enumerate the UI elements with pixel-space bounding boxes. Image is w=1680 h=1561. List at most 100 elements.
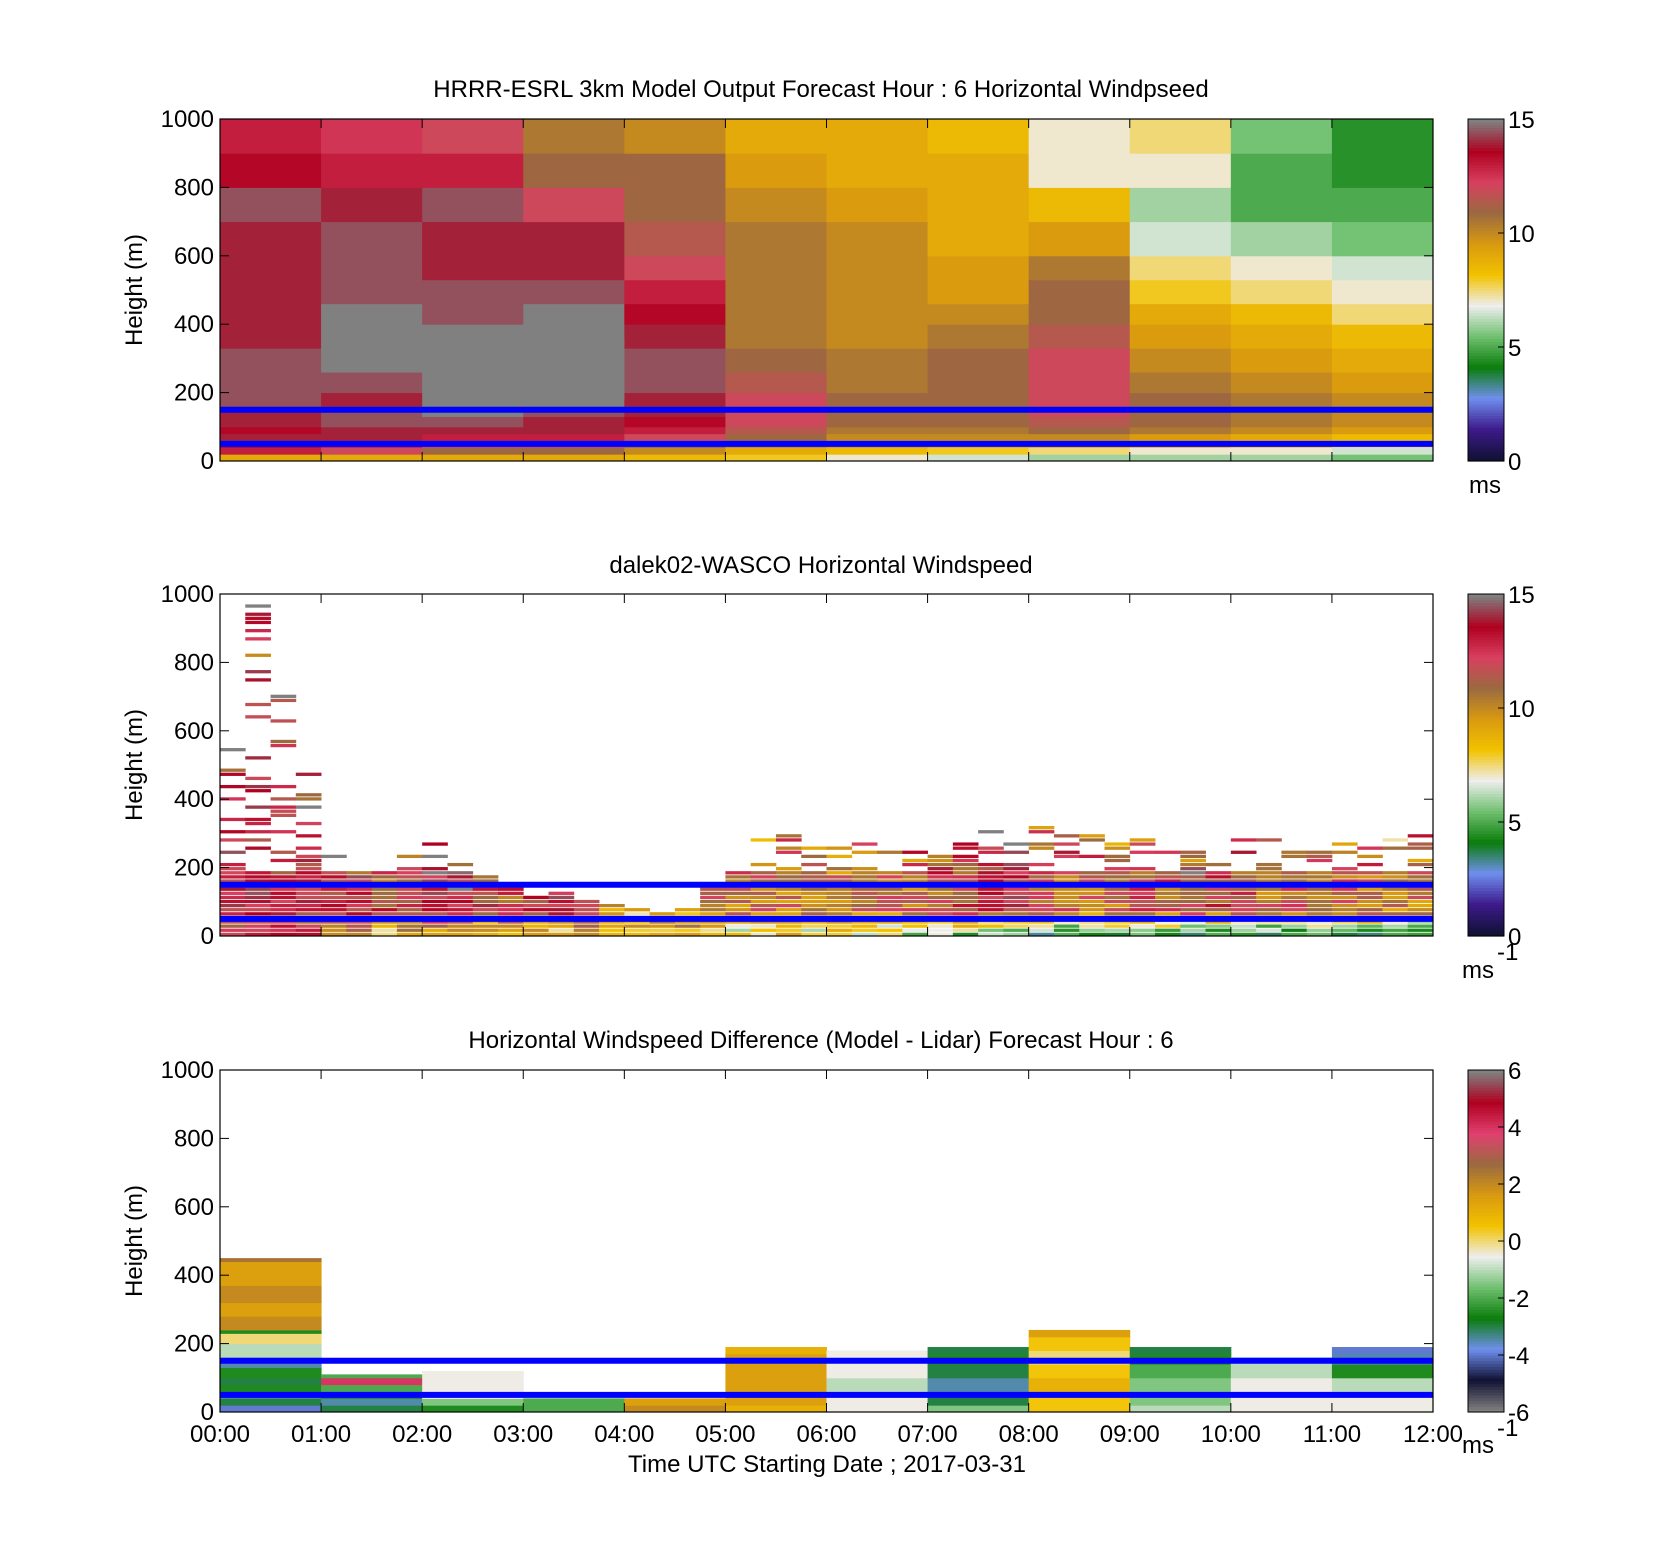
- heatmap-cell: [1028, 447, 1131, 455]
- heatmap-cell: [573, 928, 600, 932]
- heatmap-cell: [1256, 887, 1282, 891]
- heatmap-cell: [1306, 887, 1333, 891]
- colorbar-segment: [1468, 790, 1504, 795]
- y-tick-label: 400: [174, 1262, 214, 1289]
- missing-data-cell: [422, 337, 625, 373]
- heatmap-cell: [295, 903, 322, 908]
- heatmap-cell: [1129, 842, 1156, 846]
- heatmap-cell: [1205, 924, 1232, 928]
- heatmap-cell: [447, 899, 474, 904]
- heatmap-cell: [725, 875, 752, 879]
- heatmap-cell: [346, 920, 373, 924]
- heatmap-cell: [422, 1398, 524, 1406]
- heatmap-cell: [1230, 895, 1257, 900]
- heatmap-cell: [523, 433, 625, 441]
- colorbar-segment: [1468, 432, 1504, 436]
- heatmap-cell: [725, 903, 752, 908]
- colorbar-segment: [1468, 696, 1504, 701]
- heatmap-cell: [220, 817, 246, 822]
- heatmap-cell: [523, 899, 549, 904]
- heatmap-cell: [1003, 895, 1030, 900]
- heatmap-cell: [725, 1364, 827, 1379]
- heatmap-cell: [371, 879, 398, 883]
- colorbar-segment: [1468, 1127, 1504, 1131]
- heatmap-cell: [801, 928, 827, 932]
- colorbar-segment: [1468, 150, 1504, 154]
- colorbar-segment: [1468, 1238, 1504, 1242]
- colorbar-segment: [1468, 867, 1504, 872]
- heatmap-cell: [902, 899, 928, 904]
- heatmap-cell: [396, 912, 423, 916]
- colorbar-segment: [1468, 1246, 1504, 1251]
- heatmap-cell: [1104, 887, 1131, 891]
- heatmap-cell: [321, 908, 347, 912]
- colorbar-segment: [1468, 355, 1504, 359]
- heatmap-cell: [270, 908, 297, 912]
- colorbar-segment: [1468, 401, 1504, 405]
- colorbar-segment: [1468, 1335, 1504, 1339]
- colorbar-segment: [1468, 682, 1504, 686]
- heatmap-cell: [1357, 932, 1383, 936]
- heatmap-cell: [523, 908, 549, 912]
- colorbar-segment: [1468, 693, 1504, 698]
- heatmap-cell: [725, 871, 752, 875]
- heatmap-cell: [523, 454, 625, 462]
- heatmap-cell: [1053, 891, 1080, 895]
- heatmap-cell: [1331, 867, 1358, 871]
- colorbar-segment: [1468, 881, 1504, 886]
- colorbar-segment: [1468, 822, 1504, 826]
- heatmap-cell: [927, 324, 1030, 349]
- colorbar-tick-label: 6: [1508, 1058, 1521, 1085]
- heatmap-cell: [220, 1405, 322, 1413]
- colorbar-segment: [1468, 250, 1504, 254]
- heatmap-cell: [826, 846, 853, 850]
- heatmap-cell: [927, 303, 1030, 325]
- heatmap-cell: [220, 416, 322, 428]
- heatmap-cell: [624, 279, 726, 305]
- heatmap-cell: [1382, 846, 1409, 850]
- heatmap-cell: [1028, 1405, 1131, 1413]
- colorbar-segment: [1468, 386, 1504, 391]
- colorbar-segment: [1468, 124, 1504, 129]
- heatmap-cell: [1230, 871, 1257, 875]
- colorbar-segment: [1468, 218, 1504, 223]
- heatmap-cell: [927, 1377, 1030, 1392]
- heatmap-cell: [1180, 887, 1206, 891]
- heatmap-cell: [1306, 871, 1333, 875]
- heatmap-cell: [1230, 255, 1333, 281]
- heatmap-cell: [1331, 932, 1358, 936]
- heatmap-cell: [1053, 871, 1080, 875]
- panel-model: HRRR-ESRL 3km Model Output Forecast Hour…: [121, 76, 1535, 499]
- colorbar-segment: [1468, 1249, 1504, 1253]
- colorbar-segment: [1468, 631, 1504, 635]
- heatmap-cell: [927, 433, 1030, 441]
- heatmap-cell: [1331, 891, 1358, 895]
- colorbar-segment: [1468, 596, 1504, 601]
- heatmap-cell: [1028, 891, 1055, 895]
- colorbar-segment: [1468, 1118, 1504, 1122]
- heatmap-cell: [1205, 928, 1232, 932]
- colorbar-segment: [1468, 324, 1504, 328]
- colorbar-tick-label: 2: [1508, 1172, 1521, 1199]
- heatmap-cell: [1281, 854, 1308, 859]
- colorbar-segment: [1468, 193, 1504, 197]
- heatmap-cell: [220, 867, 246, 871]
- heatmap-cell: [1028, 842, 1055, 846]
- heatmap-cell: [1104, 908, 1131, 912]
- colorbar-segment: [1468, 613, 1504, 618]
- colorbar-segment: [1468, 435, 1504, 439]
- heatmap-cell: [877, 895, 903, 900]
- heatmap-cell: [851, 842, 878, 846]
- colorbar-segment: [1468, 1081, 1504, 1085]
- heatmap-cell: [321, 1398, 423, 1406]
- heatmap-cell: [1028, 928, 1055, 932]
- heatmap-cell: [1230, 416, 1333, 428]
- heatmap-cell: [1382, 875, 1409, 879]
- colorbar-segment: [1468, 736, 1504, 740]
- heatmap-cell: [295, 871, 322, 875]
- heatmap-cell: [1104, 903, 1131, 908]
- heatmap-cell: [851, 903, 878, 908]
- heatmap-cell: [548, 908, 575, 912]
- heatmap-cell: [725, 1347, 827, 1355]
- heatmap-cell: [1104, 912, 1131, 916]
